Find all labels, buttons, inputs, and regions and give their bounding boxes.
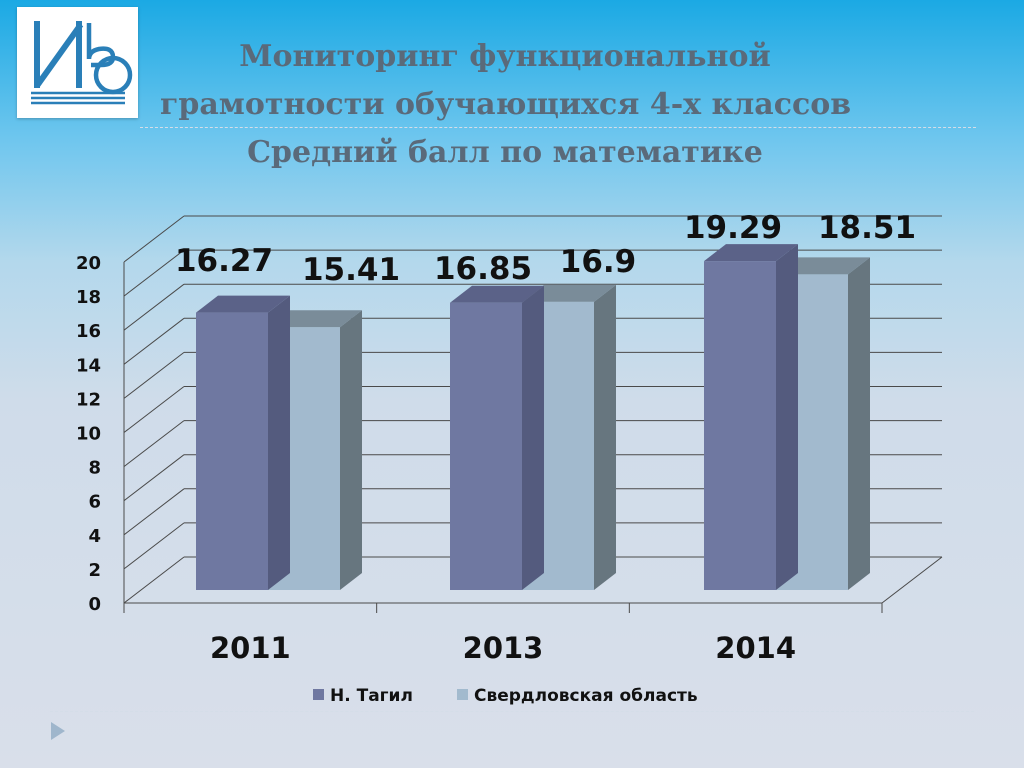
gridline-diagonal xyxy=(123,454,185,502)
legend-swatch-series-1 xyxy=(313,689,324,700)
bar-top xyxy=(268,310,362,328)
play-arrow-icon[interactable] xyxy=(50,721,66,741)
x-tick-label: 2014 xyxy=(715,631,796,665)
footer-divider xyxy=(50,711,974,712)
logo xyxy=(17,7,138,118)
bar-top xyxy=(450,285,544,303)
bar-top xyxy=(196,295,290,313)
y-tick-label: 8 xyxy=(88,458,101,479)
data-label: 19.29 xyxy=(684,210,782,246)
gridline-diagonal xyxy=(123,522,185,570)
bar-side xyxy=(522,285,544,590)
floor-right-edge xyxy=(881,556,943,604)
logo-iv-icon xyxy=(27,15,133,110)
gridline-diagonal xyxy=(123,317,185,365)
bar xyxy=(450,302,522,590)
gridline-diagonal xyxy=(123,249,185,297)
bar-top xyxy=(522,284,616,302)
bar-top xyxy=(776,257,870,275)
bar-side xyxy=(268,295,290,590)
bar-series-1 xyxy=(450,285,544,590)
title-divider xyxy=(140,127,976,128)
legend-label-series-2: Свердловская область xyxy=(474,686,698,706)
y-tick-label: 16 xyxy=(76,321,101,342)
bar-side xyxy=(848,257,870,590)
bar-side xyxy=(340,310,362,590)
bar-side xyxy=(776,244,798,590)
gridline-diagonal xyxy=(123,488,185,536)
bar xyxy=(704,261,776,590)
legend: Н. Тагил Свердловская область xyxy=(313,686,698,706)
y-tick-label: 2 xyxy=(88,560,101,581)
y-tick-label: 20 xyxy=(76,253,101,274)
legend-swatch-series-2 xyxy=(457,689,468,700)
bar-series-1 xyxy=(196,295,290,590)
y-tick-label: 14 xyxy=(76,355,101,376)
y-tick-label: 12 xyxy=(76,389,101,410)
data-label: 18.51 xyxy=(818,210,916,246)
data-label: 16.9 xyxy=(560,244,637,280)
y-tick-label: 4 xyxy=(88,526,101,547)
title-line-2: грамотности обучающихся 4-х классов xyxy=(160,87,852,122)
bar xyxy=(196,312,268,590)
bar-series-1 xyxy=(704,244,798,590)
y-tick-label: 6 xyxy=(88,492,101,513)
slide-title: Мониторинг функциональной грамотности об… xyxy=(160,33,852,177)
gridline-diagonal xyxy=(123,420,185,467)
bar-side xyxy=(594,284,616,590)
gridline-diagonal xyxy=(123,556,185,604)
x-tick-label: 2011 xyxy=(210,631,291,665)
gridline-diagonal xyxy=(123,352,185,399)
gridline-diagonal xyxy=(123,215,185,263)
y-tick-label: 10 xyxy=(76,424,101,445)
data-label: 16.27 xyxy=(175,243,273,279)
title-line-1: Мониторинг функциональной xyxy=(239,39,771,74)
gridline-diagonal xyxy=(123,386,185,433)
y-tick-label: 0 xyxy=(88,594,101,615)
x-tick-label: 2013 xyxy=(463,631,544,665)
title-line-3: Средний балл по математике xyxy=(247,135,763,170)
bar-top xyxy=(704,244,798,262)
gridline-diagonal xyxy=(123,283,185,331)
data-label: 15.41 xyxy=(302,252,400,288)
legend-label-series-1: Н. Тагил xyxy=(330,686,413,706)
data-label: 16.85 xyxy=(434,251,532,287)
y-tick-label: 18 xyxy=(76,287,101,308)
